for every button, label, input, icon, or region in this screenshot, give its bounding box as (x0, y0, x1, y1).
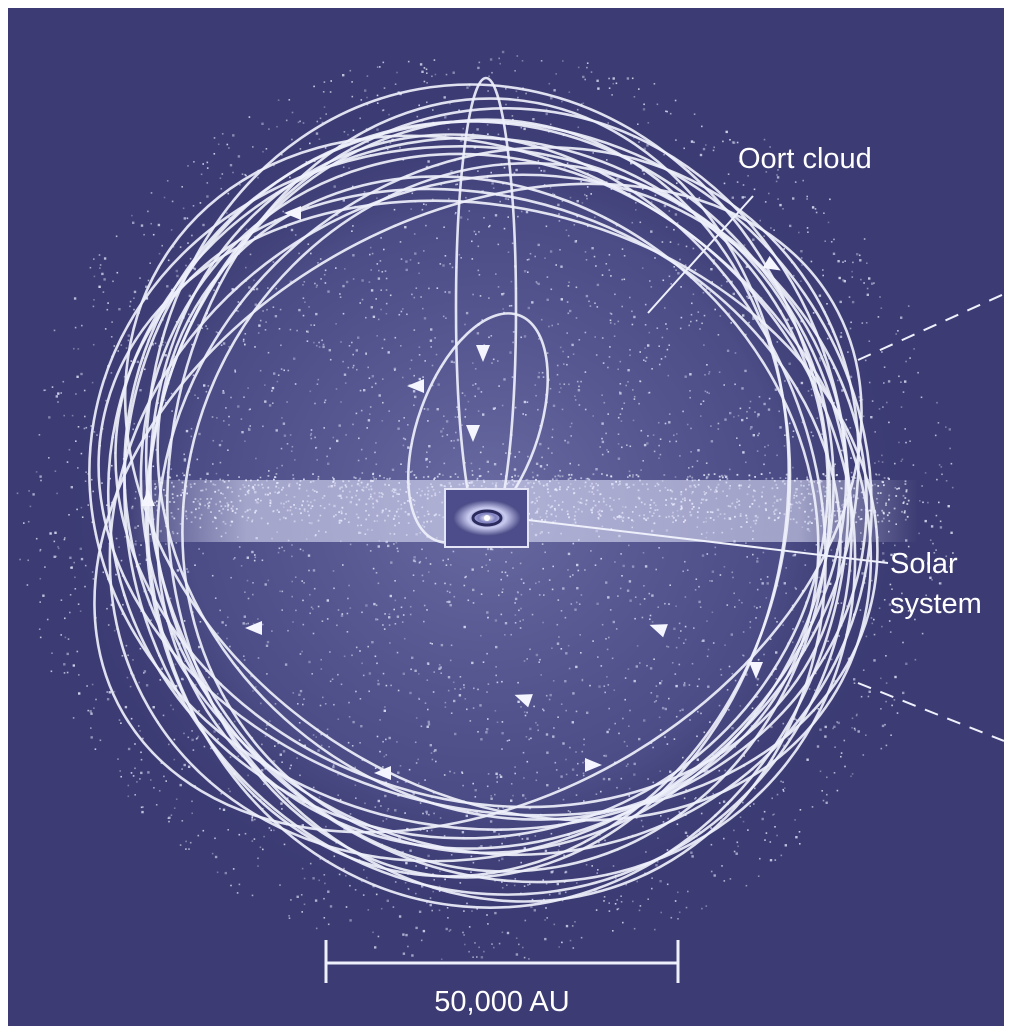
direction-arrow-icon (245, 621, 262, 635)
direction-arrow-icon (514, 694, 533, 708)
comet-orbit (97, 199, 879, 817)
comet-orbit (149, 133, 827, 903)
expansion-line-top (857, 293, 1004, 361)
comet-orbit (406, 312, 550, 544)
comet-orbit (156, 175, 820, 821)
oort-cloud-pointer (647, 195, 754, 314)
direction-arrow-icon (374, 766, 391, 780)
scale-bar (324, 940, 680, 983)
scale-bar-label: 50,000 AU (434, 986, 569, 1018)
solar-system-label-line2: system (890, 588, 982, 620)
comet-orbit (123, 119, 873, 857)
oort-cloud-label: Oort cloud (738, 143, 872, 175)
solar-system-pointer (527, 519, 889, 564)
oort-cloud-figure: Oort cloud Solar system 50,000 AU (8, 8, 1004, 1026)
expansion-line-bottom (857, 682, 1004, 742)
direction-arrow-icon (141, 489, 155, 506)
direction-arrow-icon (466, 425, 480, 442)
comet-orbit (88, 145, 868, 831)
direction-arrow-icon (749, 662, 763, 679)
comet-orbit (93, 182, 863, 834)
oort-cloud-diagram: Oort cloud Solar system 50,000 AU (16, 50, 1004, 1018)
solar-system-label-line1: Solar (890, 548, 958, 580)
direction-arrow-icon (407, 379, 424, 393)
direction-arrow-icon (585, 758, 602, 772)
comet-orbit (166, 97, 790, 879)
comet-orbit (181, 161, 835, 855)
orbit-arrows (141, 206, 781, 780)
inner-solar-system-box (444, 488, 529, 548)
direction-arrow-icon (649, 624, 668, 638)
direction-arrow-icon (762, 255, 781, 271)
direction-arrow-icon (284, 206, 301, 220)
comet-orbits (88, 76, 879, 909)
comet-orbit (146, 107, 850, 909)
comet-orbit (144, 83, 832, 873)
direction-arrow-icon (476, 345, 490, 362)
